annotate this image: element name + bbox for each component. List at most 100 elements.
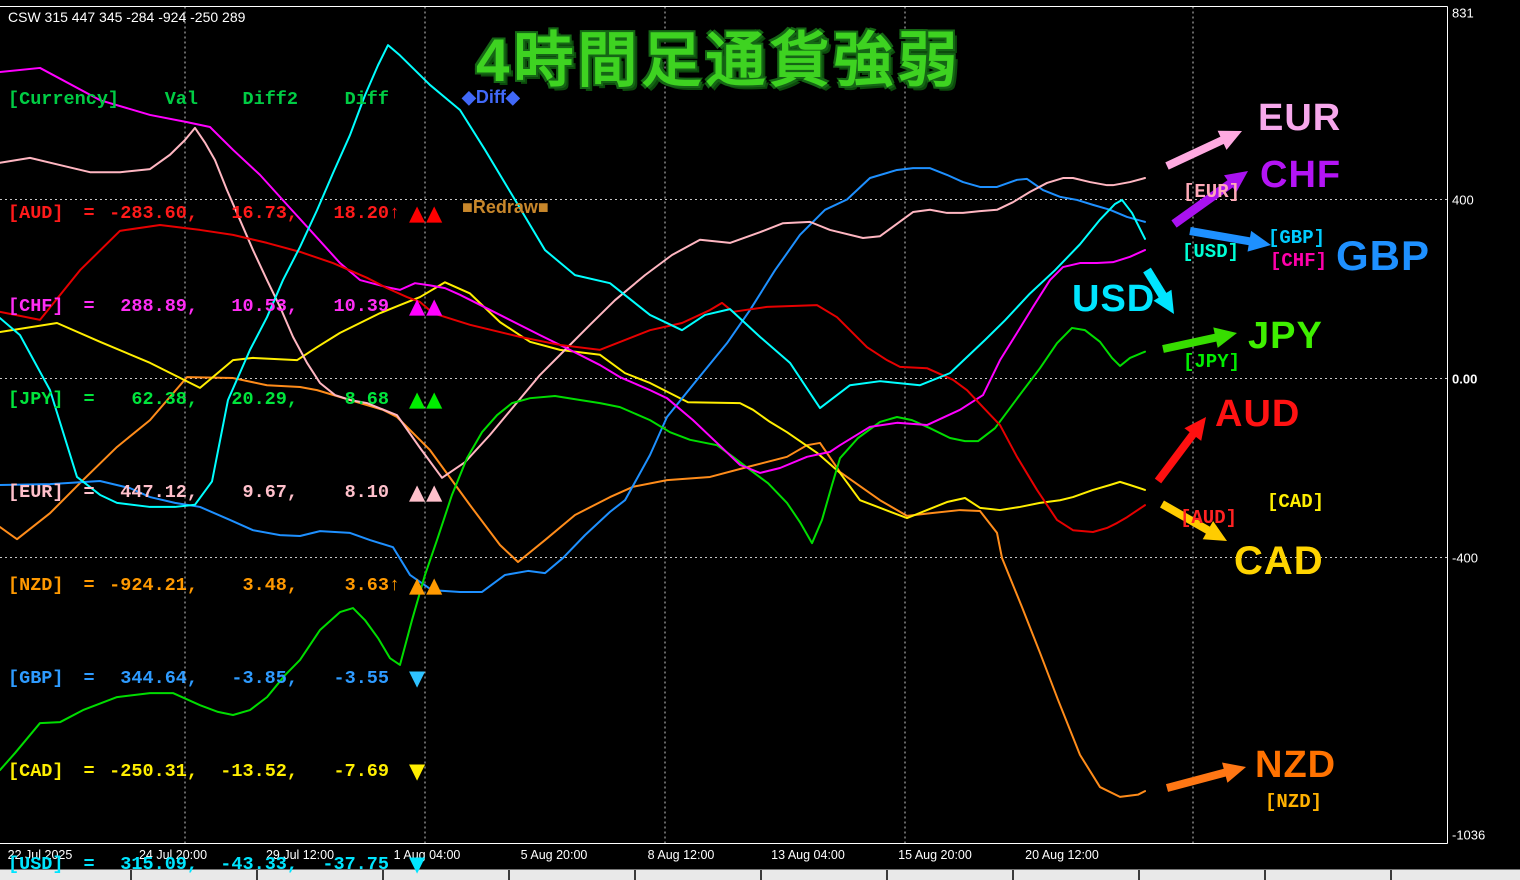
val-cell: 62.38, [131, 388, 198, 410]
panel-separator [1390, 870, 1392, 880]
chf-arrow-head [1224, 171, 1248, 193]
table-row: [USD] = 315.09, -43.33, -37.75 ▼ [8, 849, 479, 879]
legend-redraw-label: Redraw [472, 197, 538, 217]
x-axis-label: 5 Aug 20:00 [520, 848, 588, 862]
diff-cell: 10.39 [333, 295, 389, 317]
series-tag-chf: [CHF] [1270, 250, 1328, 272]
diff-cell: -37.75 [322, 853, 389, 875]
x-axis-label: 13 Aug 04:00 [771, 848, 845, 862]
panel-separator [1138, 870, 1140, 880]
x-axis-label: 20 Aug 12:00 [1025, 848, 1099, 862]
table-header: [Currency] Val Diff2 Diff [8, 84, 479, 114]
series-tag-nzd: [NZD] [1265, 791, 1323, 813]
aud-arrow [1154, 428, 1199, 484]
eur-arrow [1165, 134, 1228, 170]
usd-arrow-head [1153, 289, 1174, 314]
diff-cell: 8.68 [344, 388, 389, 410]
diff2-cell: 10.53, [231, 295, 298, 317]
diff2-cell: -3.85, [231, 667, 298, 689]
diff2-cell: 16.73, [231, 202, 298, 224]
trend-triangles: ▼ [409, 666, 427, 690]
series-line-cad [0, 281, 1146, 520]
y-axis-label: 831 [1452, 5, 1474, 21]
diff-cell: -7.69 [333, 760, 389, 782]
eur-arrow-head [1217, 130, 1242, 150]
diamond-icon: ◆ [505, 87, 520, 107]
series-line-chf [0, 66, 1146, 474]
diamond-icon: ◆ [462, 87, 476, 107]
cad-arrow [1160, 500, 1214, 536]
legend-item-diff[interactable]: ◆Diff◆ [432, 64, 549, 130]
series-line-eur [0, 126, 1146, 479]
currency-cell: [CHF] [8, 295, 64, 317]
y-axis-label: -400 [1452, 550, 1479, 565]
nzd-arrow [1165, 767, 1230, 792]
currency-cell: [NZD] [8, 574, 64, 596]
series-line-gbp [0, 167, 1146, 593]
legend-item-redraw[interactable]: ■Redraw■ [432, 174, 549, 240]
col-currency: [Currency] [8, 88, 120, 110]
currency-callout-eur: EUR [1258, 97, 1342, 139]
panel-separator [760, 870, 762, 880]
currency-cell: [EUR] [8, 481, 64, 503]
val-cell: 288.89, [120, 295, 198, 317]
diff2-cell: 3.48, [242, 574, 298, 596]
val-cell: -250.31, [109, 760, 198, 782]
table-row: [CHF] = 288.89, 10.53, 10.39 ▲▲ [8, 291, 479, 321]
x-axis-label: 29 Jul 12:00 [265, 848, 335, 862]
gbp-arrow [1189, 227, 1254, 246]
currency-callout-gbp: GBP [1336, 232, 1431, 279]
currency-callout-aud: AUD [1215, 393, 1301, 435]
y-axis-label: -1036 [1452, 827, 1486, 843]
square-icon: ■ [462, 197, 473, 217]
series-line-nzd [0, 376, 1146, 798]
jpy-arrow-head [1213, 327, 1237, 348]
currency-callout-cad: CAD [1234, 539, 1324, 583]
indicator-status-line: CSW 315 447 345 -284 -924 -250 289 [8, 9, 246, 25]
currency-cell: [JPY] [8, 388, 64, 410]
series-line-jpy [0, 326, 1146, 772]
currency-cell: [USD] [8, 853, 64, 875]
x-axis-label: 15 Aug 20:00 [898, 848, 972, 862]
diff2-cell: 20.29, [231, 388, 298, 410]
series-tag-jpy: [JPY] [1183, 351, 1241, 373]
terminal-panel-edge [0, 869, 1520, 880]
series-tag-aud: [AUD] [1180, 507, 1238, 529]
table-row: [JPY] = 62.38, 20.29, 8.68 ▲▲ [8, 384, 479, 414]
series-tag-usd: [USD] [1182, 241, 1240, 263]
diff-cell: 18.20 [333, 202, 389, 224]
cad-arrow-head [1202, 520, 1227, 541]
currency-cell: [GBP] [8, 667, 64, 689]
val-cell: -283.60, [109, 202, 198, 224]
trend-triangles: ▼ [409, 852, 427, 876]
chf-arrow [1171, 177, 1236, 228]
panel-separator [1012, 870, 1014, 880]
x-axis-label: 8 Aug 12:00 [647, 848, 715, 862]
indicator-legend: ◆Diff◆ ■Redraw■ [432, 20, 549, 284]
page-title: 4時間足通貨強弱 [476, 27, 962, 94]
panel-separator [1264, 870, 1266, 880]
y-axis-label: 0.00 [1452, 371, 1478, 386]
trend-triangles: ▲▲ [409, 294, 444, 318]
panel-separator [130, 870, 132, 880]
table-row: [EUR] = 447.12, 9.67, 8.10 ▲▲ [8, 477, 479, 507]
nzd-arrow-head [1222, 762, 1246, 783]
diff2-cell: 9.67, [242, 481, 298, 503]
col-val: Val [164, 88, 198, 110]
trend-triangles: ▼ [409, 759, 427, 783]
table-row: [GBP] = 344.64, -3.85, -3.55 ▼ [8, 663, 479, 693]
x-axis-label: 24 Jul 20:00 [138, 848, 208, 862]
panel-separator [382, 870, 384, 880]
table-row: [NZD] = -924.21, 3.48, 3.63 ↑ ▲▲ [8, 570, 479, 600]
y-axis-label: 400 [1452, 192, 1474, 207]
col-diff: Diff [344, 88, 389, 110]
series-tag-cad: [CAD] [1267, 491, 1325, 513]
trend-triangles: ▲▲ [409, 573, 444, 597]
series-line-aud [0, 224, 1146, 533]
panel-separator [634, 870, 636, 880]
diff2-cell: -43.33, [220, 853, 298, 875]
currency-callout-usd: USD [1072, 278, 1156, 320]
currency-callout-jpy: JPY [1248, 315, 1323, 357]
